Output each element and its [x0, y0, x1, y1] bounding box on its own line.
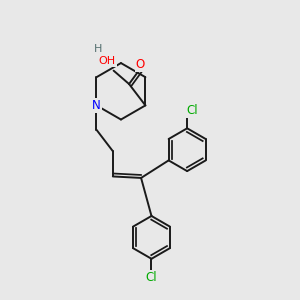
- Text: H: H: [94, 44, 102, 54]
- Text: O: O: [136, 58, 145, 71]
- Text: N: N: [92, 99, 101, 112]
- Text: Cl: Cl: [146, 271, 157, 284]
- Text: OH: OH: [98, 56, 116, 66]
- Text: Cl: Cl: [187, 104, 198, 117]
